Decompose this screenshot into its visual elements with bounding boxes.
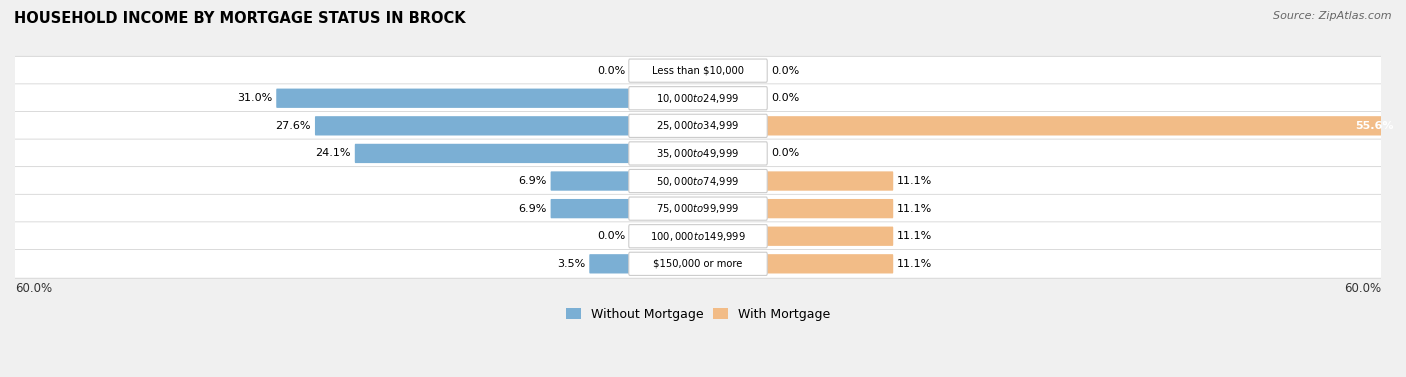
FancyBboxPatch shape (8, 167, 1388, 195)
FancyBboxPatch shape (628, 197, 768, 220)
Text: Source: ZipAtlas.com: Source: ZipAtlas.com (1274, 11, 1392, 21)
FancyBboxPatch shape (551, 199, 630, 218)
FancyBboxPatch shape (276, 89, 630, 108)
FancyBboxPatch shape (8, 139, 1388, 168)
Text: HOUSEHOLD INCOME BY MORTGAGE STATUS IN BROCK: HOUSEHOLD INCOME BY MORTGAGE STATUS IN B… (14, 11, 465, 26)
FancyBboxPatch shape (315, 116, 630, 135)
Text: 6.9%: 6.9% (519, 204, 547, 214)
Text: 60.0%: 60.0% (15, 282, 52, 295)
Legend: Without Mortgage, With Mortgage: Without Mortgage, With Mortgage (561, 303, 835, 326)
Text: 27.6%: 27.6% (276, 121, 311, 131)
FancyBboxPatch shape (628, 114, 768, 138)
Text: 31.0%: 31.0% (238, 93, 273, 103)
Text: $100,000 to $149,999: $100,000 to $149,999 (650, 230, 747, 243)
FancyBboxPatch shape (766, 254, 893, 273)
FancyBboxPatch shape (589, 254, 630, 273)
Text: 3.5%: 3.5% (557, 259, 585, 269)
Text: $35,000 to $49,999: $35,000 to $49,999 (657, 147, 740, 160)
FancyBboxPatch shape (8, 84, 1388, 113)
Text: 0.0%: 0.0% (598, 231, 626, 241)
FancyBboxPatch shape (628, 252, 768, 276)
Text: 0.0%: 0.0% (770, 149, 799, 158)
FancyBboxPatch shape (8, 56, 1388, 85)
Text: $25,000 to $34,999: $25,000 to $34,999 (657, 120, 740, 132)
Text: $150,000 or more: $150,000 or more (654, 259, 742, 269)
Text: $10,000 to $24,999: $10,000 to $24,999 (657, 92, 740, 105)
Text: Less than $10,000: Less than $10,000 (652, 66, 744, 76)
Text: $75,000 to $99,999: $75,000 to $99,999 (657, 202, 740, 215)
Text: 0.0%: 0.0% (598, 66, 626, 76)
FancyBboxPatch shape (628, 142, 768, 165)
FancyBboxPatch shape (8, 112, 1388, 140)
Text: 0.0%: 0.0% (770, 93, 799, 103)
Text: $50,000 to $74,999: $50,000 to $74,999 (657, 175, 740, 187)
FancyBboxPatch shape (766, 172, 893, 191)
FancyBboxPatch shape (628, 87, 768, 110)
FancyBboxPatch shape (628, 169, 768, 193)
Text: 11.1%: 11.1% (897, 176, 932, 186)
FancyBboxPatch shape (628, 225, 768, 248)
Text: 6.9%: 6.9% (519, 176, 547, 186)
Text: 11.1%: 11.1% (897, 231, 932, 241)
FancyBboxPatch shape (8, 194, 1388, 223)
FancyBboxPatch shape (8, 222, 1388, 251)
FancyBboxPatch shape (766, 116, 1400, 135)
Text: 11.1%: 11.1% (897, 259, 932, 269)
Text: 0.0%: 0.0% (770, 66, 799, 76)
FancyBboxPatch shape (766, 199, 893, 218)
FancyBboxPatch shape (8, 250, 1388, 278)
FancyBboxPatch shape (766, 227, 893, 246)
FancyBboxPatch shape (354, 144, 630, 163)
Text: 24.1%: 24.1% (315, 149, 352, 158)
FancyBboxPatch shape (628, 59, 768, 82)
Text: 60.0%: 60.0% (1344, 282, 1381, 295)
Text: 11.1%: 11.1% (897, 204, 932, 214)
FancyBboxPatch shape (551, 172, 630, 191)
Text: 55.6%: 55.6% (1355, 121, 1393, 131)
